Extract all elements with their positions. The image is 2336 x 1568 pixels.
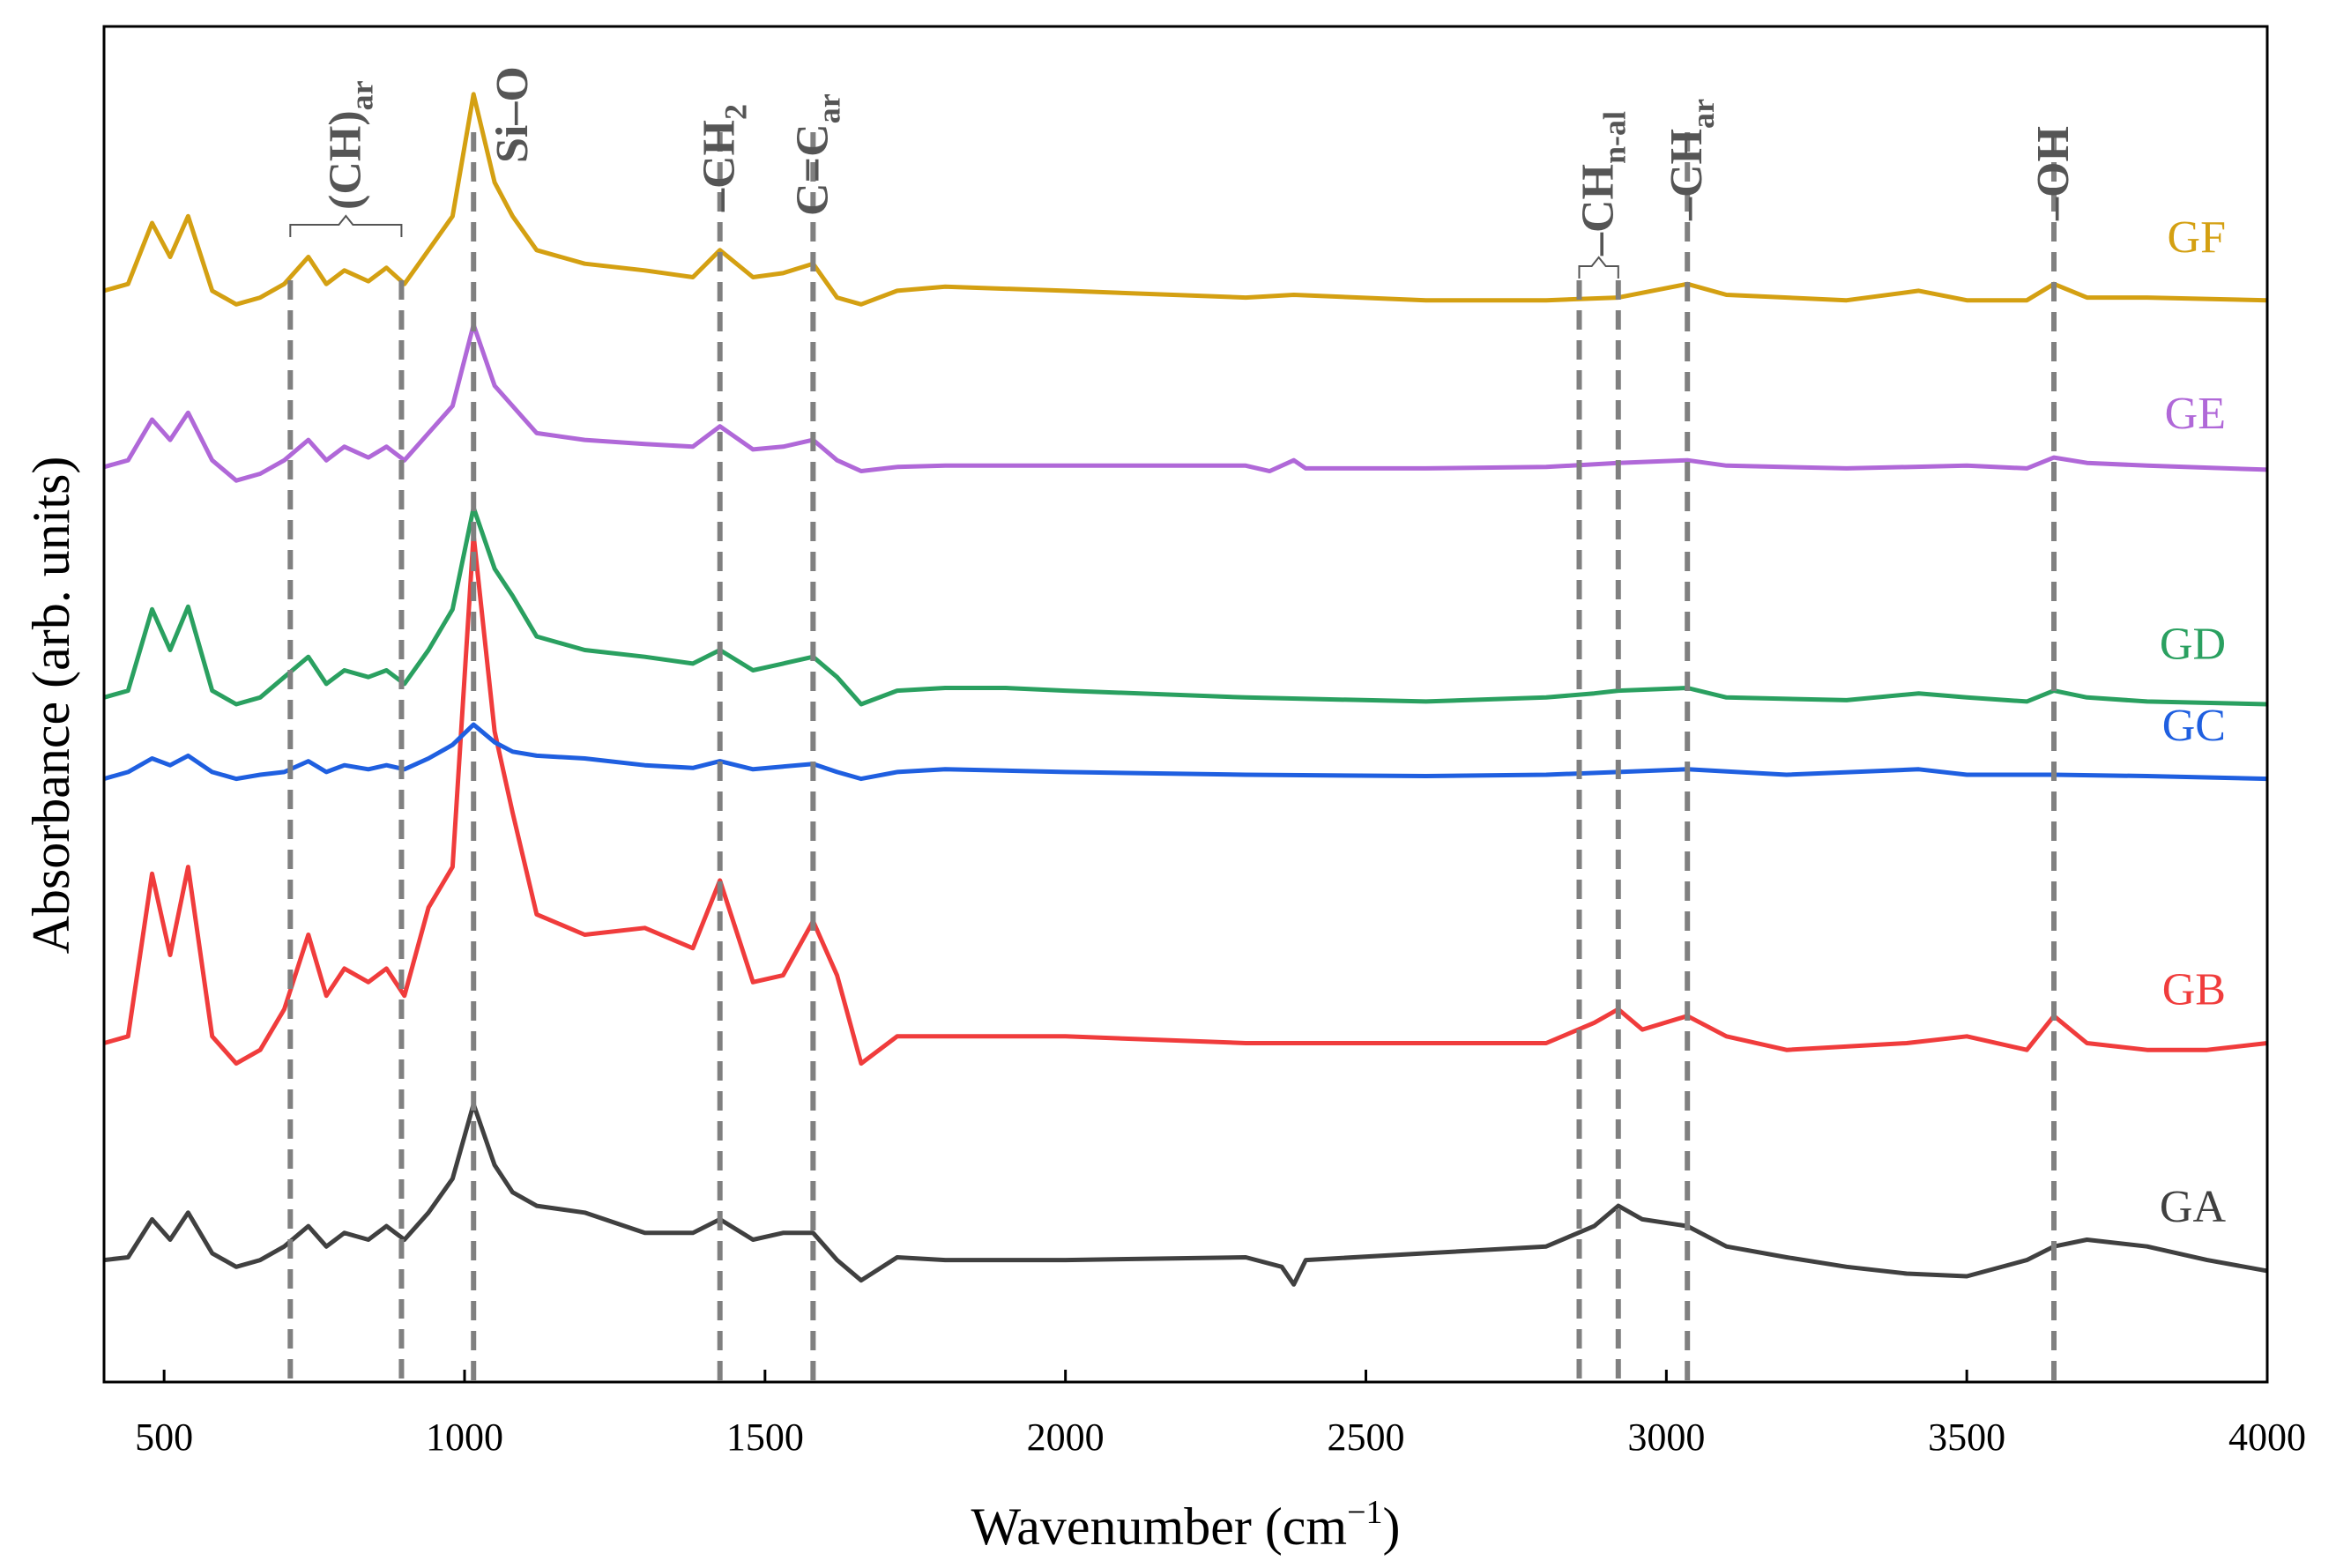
peak-label-oh: –OH <box>2028 126 2079 221</box>
x-tick-label: 4000 <box>2228 1416 2306 1459</box>
series-label-gc: GC <box>2162 701 2226 751</box>
x-axis-title: Wavenumber (cm−1) <box>971 1494 1400 1556</box>
peak-bracket--ch-ar <box>289 214 403 237</box>
peak-label--ch-ar: (CH)ar <box>320 80 379 210</box>
series-label-gb: GB <box>2162 965 2226 1015</box>
x-tick-label: 3500 <box>1928 1416 2005 1459</box>
peak-label-char: –CHar <box>1662 99 1721 221</box>
series-label-gf: GF <box>2168 212 2226 263</box>
peak-marker-layer: (CH)ar Si–O –CH2 C=Car –CHn-al –CHar –OH <box>287 66 2079 1382</box>
x-tick-label: 2500 <box>1328 1416 1405 1459</box>
series-line-gf <box>103 92 2268 307</box>
peak-label-c-car: C=Car <box>787 93 846 216</box>
series-line-ge <box>103 322 2268 483</box>
x-tick-label: 3000 <box>1627 1416 1705 1459</box>
series-label-ga: GA <box>2160 1182 2227 1232</box>
series-line-gc <box>103 722 2268 782</box>
peak-label-ch2: –CH2 <box>695 104 754 212</box>
series-line-gb <box>103 532 2268 1066</box>
x-tick-layer: 500 1000 1500 2000 2500 3000 3500 4000 <box>135 1370 2306 1459</box>
series-label-ge: GE <box>2165 389 2226 439</box>
series-line-ga <box>103 1102 2268 1287</box>
series-label-gd: GD <box>2160 620 2226 670</box>
x-tick-label: 1000 <box>426 1416 503 1459</box>
peak-label-si-o: Si–O <box>487 66 538 163</box>
peak-label-chn-al: –CHn-al <box>1573 111 1633 256</box>
y-axis-title: Absorbance (arb. units) <box>22 457 80 955</box>
x-tick-label: 1500 <box>726 1416 804 1459</box>
series-layer: GA GB GC GD GE GF <box>103 92 2268 1287</box>
x-tick-label: 500 <box>135 1416 193 1459</box>
plot-frame <box>102 25 2269 1384</box>
series-line-gd <box>103 505 2268 707</box>
peak-bracket-chn-al <box>1578 256 1619 279</box>
x-tick-label: 2000 <box>1027 1416 1105 1459</box>
